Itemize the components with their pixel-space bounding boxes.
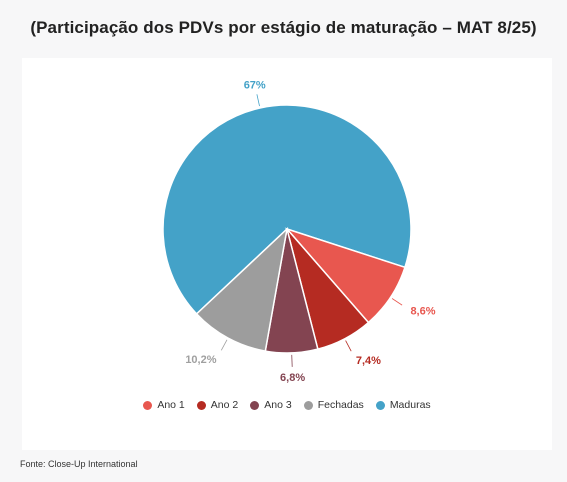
legend-swatch-fechadas: [303, 400, 313, 410]
legend-swatch-maduras: [375, 400, 385, 410]
chart-legend: Ano 1 Ano 2 Ano 3 Fechadas Maduras: [22, 399, 552, 411]
pie-slices: [162, 104, 412, 354]
leader-line-ano-2: [345, 340, 352, 352]
leader-line-fechadas: [220, 339, 228, 351]
data-label-fechadas: 10,2%: [185, 354, 216, 366]
data-label-maduras: 67%: [244, 80, 266, 92]
legend-item-fechadas: Fechadas: [303, 399, 364, 411]
legend-label-maduras: Maduras: [389, 399, 431, 411]
legend-swatch-ano-3: [250, 400, 260, 410]
chart-card: 67% 8,6% 7,4% 6,8% 10,2% Ano 1 Ano 2 Ano 3 Fech…: [22, 58, 552, 450]
legend-item-ano-2: Ano 2: [196, 399, 239, 411]
pie-chart: 67% 8,6% 7,4% 6,8% 10,2%: [162, 80, 436, 384]
pie-slice-maduras: [162, 104, 412, 315]
legend-label-ano-1: Ano 1: [157, 399, 185, 411]
chart-title: (Participação dos PDVs por estágio de ma…: [30, 18, 537, 37]
legend-label-ano-2: Ano 2: [210, 399, 239, 411]
data-label-ano-1: 8,6%: [410, 306, 435, 318]
pie-leader-lines: [220, 94, 403, 367]
data-label-ano-2: 7,4%: [356, 355, 381, 367]
source-note: Fonte: Close-Up International: [20, 459, 138, 469]
pie-data-labels: 67% 8,6% 7,4% 6,8% 10,2%: [185, 80, 435, 384]
legend-label-fechadas: Fechadas: [317, 399, 364, 411]
leader-line-ano-1: [391, 298, 403, 306]
leader-line-maduras: [256, 94, 260, 107]
legend-swatch-ano-1: [143, 400, 153, 410]
legend-swatch-ano-2: [196, 400, 206, 410]
data-label-ano-3: 6,8%: [280, 372, 305, 384]
legend-item-ano-3: Ano 3: [250, 399, 292, 411]
legend-item-ano-1: Ano 1: [143, 399, 185, 411]
legend-label-ano-3: Ano 3: [264, 399, 292, 411]
legend-item-maduras: Maduras: [375, 399, 431, 411]
pie-slice-fechadas: [195, 226, 289, 352]
